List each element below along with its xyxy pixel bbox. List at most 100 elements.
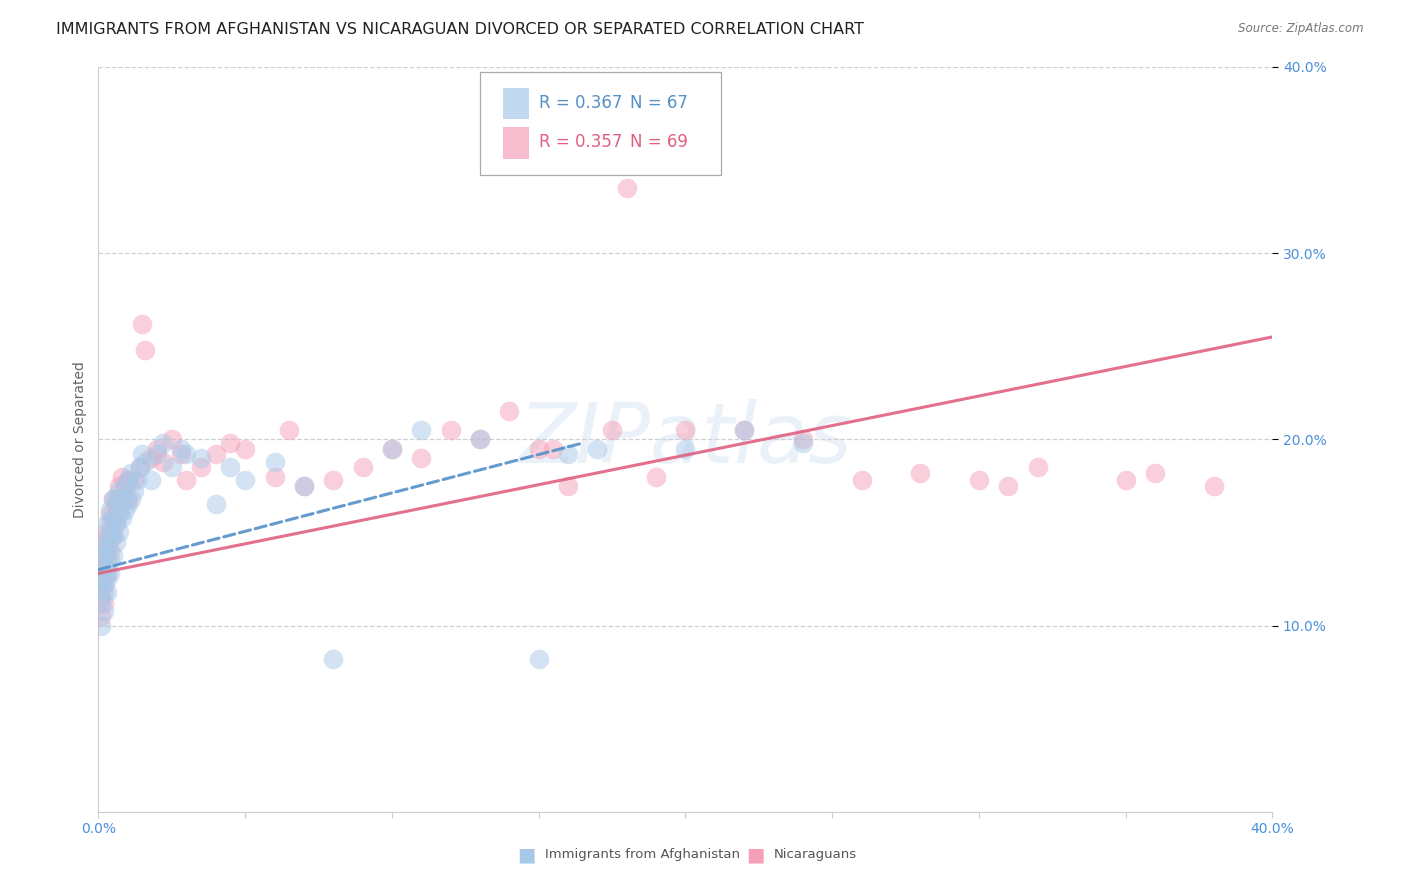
Text: Nicaraguans: Nicaraguans [773,848,856,862]
Point [322,652,344,666]
Point [93,585,115,599]
Point [98,553,121,567]
Point [381,442,404,456]
Point [93,577,115,591]
Point [411,450,433,465]
Point [527,442,550,456]
Point [146,442,169,456]
Point [101,510,124,524]
Point [146,447,169,461]
Point [169,447,191,461]
Point [96,585,118,599]
Point [96,516,118,530]
Point [219,436,242,450]
Point [120,466,142,480]
Point [93,563,115,577]
Point [111,510,134,524]
Point [160,460,183,475]
Point [93,558,115,573]
Point [111,491,134,506]
Point [176,447,198,461]
Point [675,423,697,437]
Point [141,473,163,487]
Point [98,525,121,540]
Point [93,596,115,610]
Point [105,516,128,530]
Point [792,436,814,450]
Point [117,491,139,506]
Point [96,541,118,555]
Point [967,473,990,487]
Point [114,479,136,493]
Point [910,466,932,480]
Point [101,491,124,506]
Point [105,491,128,506]
Point [111,491,134,506]
Point [96,529,118,543]
Point [117,473,139,487]
Point [96,538,118,552]
Text: IMMIGRANTS FROM AFGHANISTAN VS NICARAGUAN DIVORCED OR SEPARATED CORRELATION CHAR: IMMIGRANTS FROM AFGHANISTAN VS NICARAGUA… [56,22,865,37]
Point [190,450,212,465]
Point [439,423,461,437]
Bar [503,128,529,159]
Point [733,423,755,437]
Point [108,525,131,540]
Point [117,498,139,512]
Point [645,469,668,483]
Point [101,510,124,524]
Point [160,432,183,446]
Point [128,460,150,475]
Point [997,479,1019,493]
Point [134,455,156,469]
Point [93,604,115,618]
Point [101,529,124,543]
Y-axis label: Divorced or Separated: Divorced or Separated [73,361,87,517]
Point [292,479,315,493]
Point [98,566,121,581]
FancyBboxPatch shape [479,72,721,175]
Point [616,181,638,195]
Point [190,460,212,475]
Point [586,442,609,456]
Point [675,442,697,456]
Point [411,423,433,437]
Point [101,491,124,506]
Point [792,432,814,446]
Point [169,442,191,456]
Point [96,563,118,577]
Point [733,423,755,437]
Point [352,460,374,475]
Point [90,609,112,624]
Point [96,553,118,567]
Point [93,541,115,555]
Point [96,572,118,586]
Text: ■: ■ [517,846,536,864]
Text: ■: ■ [747,846,765,864]
Bar [503,87,529,119]
Point [122,473,145,487]
Point [111,469,134,483]
Point [90,618,112,632]
Point [176,473,198,487]
Point [322,473,344,487]
Point [233,473,256,487]
Point [101,529,124,543]
Point [108,507,131,521]
Point [90,566,112,581]
Point [90,582,112,596]
Point [93,534,115,549]
Point [152,436,174,450]
Text: R = 0.357: R = 0.357 [538,133,621,151]
Point [90,591,112,605]
Point [98,544,121,558]
Point [105,498,128,512]
Point [557,447,579,461]
Point [263,455,285,469]
Text: Immigrants from Afghanistan: Immigrants from Afghanistan [544,848,740,862]
Point [93,548,115,562]
Point [219,460,242,475]
Point [498,404,520,418]
Point [557,479,579,493]
Point [120,491,142,506]
